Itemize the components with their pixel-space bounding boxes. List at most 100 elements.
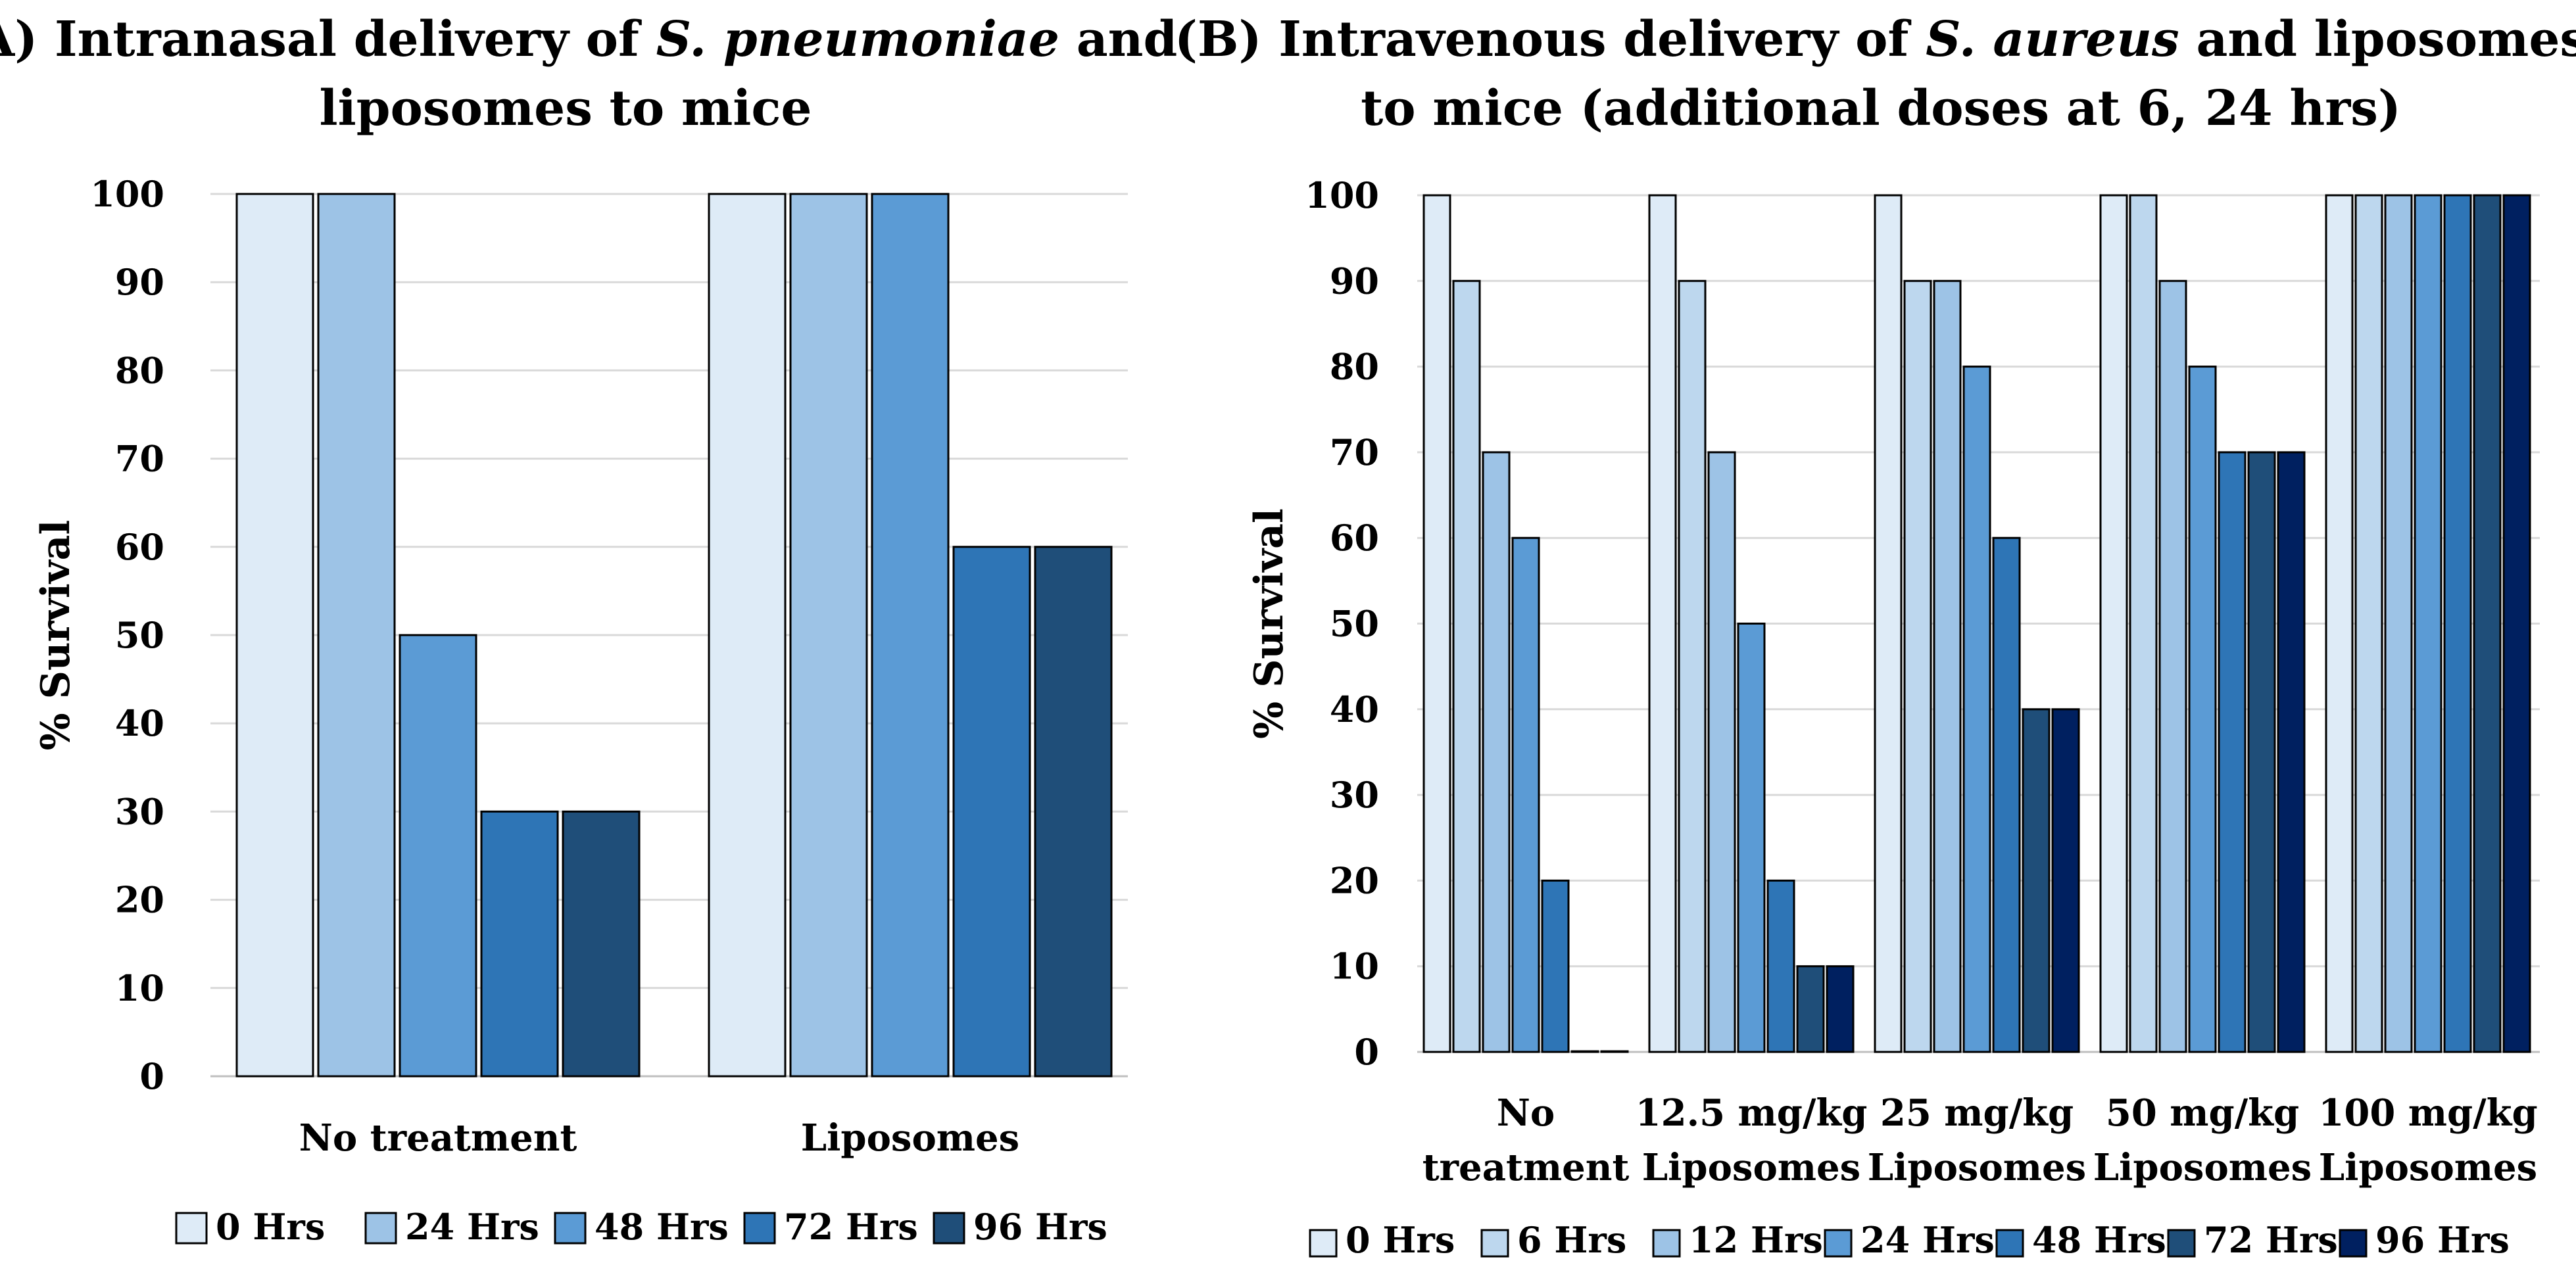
b-ytick-30: 30 [1330,774,1379,816]
b-bar-5-96-hrs [2502,194,2531,1053]
a-title-part-1: (A) Intranasal delivery of [0,11,656,68]
a-ytick-70: 70 [115,438,164,480]
b-bar-5-6-hrs [2354,194,2383,1053]
a-bar-2-0-hrs [708,193,787,1078]
a-title-species: S. pneumoniae [656,11,1059,68]
b-legend-swatch-7 [2339,1229,2368,1258]
b-title-part-1: (B) Intravenous delivery of [1175,11,1926,68]
b-ytick-40: 40 [1330,688,1379,730]
b-category-label-2-line-2: Liposomes [1642,1146,1860,1189]
a-bar-1-72-hrs [480,810,559,1078]
b-bar-4-96-hrs [2277,451,2306,1053]
a-bar-2-96-hrs [1034,546,1113,1078]
b-bar-1-12-hrs [1482,451,1511,1053]
b-ytick-90: 90 [1330,260,1379,302]
b-bar-5-0-hrs [2325,194,2354,1053]
b-ytick-10: 10 [1330,945,1379,987]
a-legend-label-1: 0 Hrs [216,1206,325,1248]
b-ytick-0: 0 [1354,1031,1379,1073]
a-ytick-90: 90 [115,261,164,303]
b-legend-swatch-6 [2167,1229,2196,1258]
b-legend-swatch-5 [1995,1229,2024,1258]
a-legend-label-2: 24 Hrs [405,1206,539,1248]
b-bar-4-72-hrs [2247,451,2276,1053]
b-ytick-20: 20 [1330,859,1379,901]
b-bar-5-12-hrs [2384,194,2413,1053]
b-bar-1-72-hrs [1570,1050,1599,1053]
b-category-label-1-line-1: No [1497,1091,1555,1135]
b-bar-2-6-hrs [1678,279,1707,1053]
b-bar-4-0-hrs [2099,194,2128,1053]
a-category-label-1-line-1: No treatment [299,1116,577,1160]
b-category-label-1-line-2: treatment [1422,1146,1630,1189]
b-bar-3-12-hrs [1933,279,1962,1053]
b-legend-label-5: 48 Hrs [2032,1219,2166,1261]
b-bar-1-6-hrs [1452,279,1481,1053]
a-bar-2-24-hrs [789,193,868,1078]
b-ytick-80: 80 [1330,346,1379,388]
b-category-label-4-line-2: Liposomes [2093,1146,2312,1189]
a-legend-label-4: 72 Hrs [784,1206,918,1248]
b-bar-4-6-hrs [2129,194,2158,1053]
b-ytick-70: 70 [1330,431,1379,473]
a-ytick-20: 20 [115,879,164,921]
b-bar-3-72-hrs [2022,708,2051,1053]
b-bar-2-12-hrs [1707,451,1736,1053]
b-bar-2-96-hrs [1826,965,1855,1053]
b-bar-1-96-hrs [1600,1050,1629,1053]
b-category-label-3-line-2: Liposomes [1868,1146,2086,1189]
b-bar-5-24-hrs [2414,194,2442,1053]
b-bar-2-48-hrs [1766,879,1795,1053]
b-bar-3-24-hrs [1962,366,1991,1053]
a-ytick-80: 80 [115,349,164,391]
a-ytick-40: 40 [115,702,164,744]
a-ytick-0: 0 [139,1055,164,1097]
b-legend-swatch-2 [1480,1229,1509,1258]
b-bar-1-0-hrs [1422,194,1451,1053]
b-category-label-2-line-1: 12.5 mg/kg [1636,1091,1868,1135]
a-legend-swatch-1 [175,1212,208,1245]
b-legend-label-3: 12 Hrs [1689,1219,1823,1261]
b-bar-3-0-hrs [1874,194,1903,1053]
b-bar-2-72-hrs [1796,965,1825,1053]
a-ytick-50: 50 [115,614,164,656]
b-category-label-3-line-1: 25 mg/kg [1880,1091,2074,1135]
b-bar-4-12-hrs [2158,279,2187,1053]
a-title-part-2: and [1059,11,1177,68]
b-title-line-1: (B) Intravenous delivery of S. aureus an… [1175,11,2576,68]
a-title-line-2: liposomes to mice [320,80,812,137]
a-legend-swatch-2 [364,1212,397,1245]
a-ytick-30: 30 [115,790,164,832]
b-bar-5-72-hrs [2473,194,2502,1053]
b-legend-swatch-1 [1309,1229,1338,1258]
b-title-species: S. aureus [1926,11,2179,68]
panel-b-chart: (B) Intravenous delivery of S. aureus an… [1175,11,2576,1261]
a-ytick-60: 60 [115,526,164,568]
a-bar-1-96-hrs [562,810,641,1078]
a-bar-1-24-hrs [317,193,396,1078]
a-title-line-1: (A) Intranasal delivery of S. pneumoniae… [0,11,1177,68]
b-ytick-60: 60 [1330,517,1379,559]
b-bar-1-48-hrs [1541,879,1570,1053]
b-legend-label-1: 0 Hrs [1346,1219,1455,1261]
b-y-axis-label: % Survival [1246,508,1292,739]
a-bar-1-48-hrs [399,634,477,1078]
b-bar-5-48-hrs [2443,194,2472,1053]
a-ytick-100: 100 [90,173,164,215]
b-legend-label-7: 96 Hrs [2375,1219,2510,1261]
a-ytick-10: 10 [115,967,164,1009]
b-category-label-5-line-1: 100 mg/kg [2318,1091,2537,1135]
b-ytick-100: 100 [1305,174,1379,216]
b-legend-label-4: 24 Hrs [1860,1219,1995,1261]
b-title-line-2: to mice (additional doses at 6, 24 hrs) [1361,80,2401,137]
a-legend-label-3: 48 Hrs [595,1206,729,1248]
b-bar-4-48-hrs [2218,451,2247,1053]
b-bar-3-48-hrs [1992,536,2021,1053]
b-bar-1-24-hrs [1511,536,1540,1053]
a-bar-2-48-hrs [871,193,950,1078]
b-ytick-50: 50 [1330,603,1379,645]
a-category-label-2-line-1: Liposomes [801,1116,1019,1160]
a-legend-swatch-4 [743,1212,776,1245]
b-bar-3-6-hrs [1903,279,1932,1053]
a-legend-swatch-5 [933,1212,965,1245]
